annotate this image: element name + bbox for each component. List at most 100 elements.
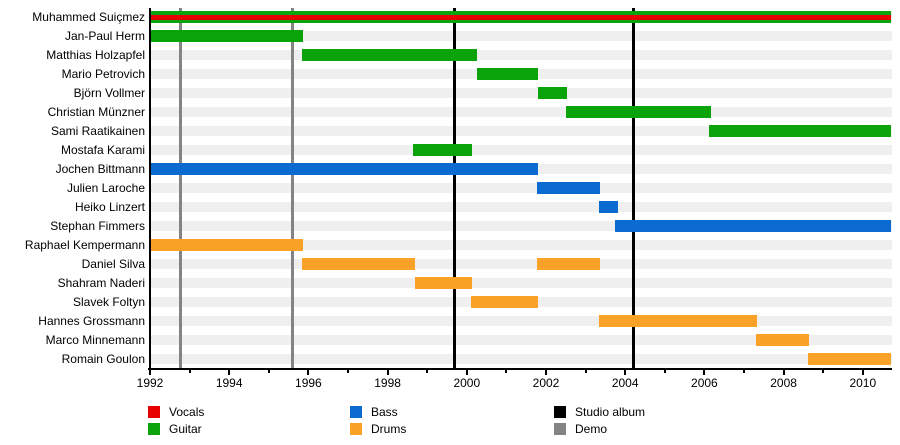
legend-label-guitar: Guitar (169, 422, 202, 436)
legend-swatch-guitar (148, 423, 160, 435)
x-axis-tick-label: 2006 (691, 376, 718, 390)
legend-label-drums: Drums (371, 422, 407, 436)
member-label-daniel-silva: Daniel Silva (81, 256, 145, 271)
x-axis-tick (663, 370, 666, 373)
member-label-hannes-grossmann: Hannes Grossmann (38, 313, 145, 328)
timeline-bar-drums (150, 238, 303, 251)
timeline-bar-guitar (150, 30, 303, 43)
member-label-mostafa-karami: Mostafa Karami (60, 143, 145, 158)
timeline-bar-guitar (709, 125, 891, 138)
row-track (151, 315, 892, 326)
x-axis-tick (149, 370, 151, 375)
x-axis-tick (347, 370, 349, 373)
legend-swatch-bass (350, 406, 362, 418)
row-track (151, 277, 892, 288)
member-label-stephan-fimmers: Stephan Fimmers (50, 218, 145, 233)
x-axis-tick (188, 370, 191, 373)
timeline-bar-drums (471, 295, 539, 308)
y-axis-border (149, 8, 151, 370)
timeline-bar-drums (414, 276, 472, 289)
event-line-studio-album (631, 8, 635, 368)
x-axis-tick (822, 370, 825, 373)
x-axis-tick (307, 370, 310, 375)
member-label-jan-paul-herm: Jan-Paul Herm (64, 29, 145, 44)
timeline-bar-guitar (565, 106, 712, 119)
x-axis-tick (584, 370, 587, 373)
legend-label-demo: Demo (575, 422, 608, 436)
timeline-bar-bass (614, 219, 891, 232)
x-axis-tick (228, 370, 231, 375)
x-axis-tick-label: 2004 (611, 376, 639, 390)
x-axis-tick (861, 370, 864, 375)
timeline-bar-bass (599, 200, 619, 213)
x-axis-tick (267, 370, 270, 373)
row-track (151, 220, 892, 231)
member-label-jochen-bittmann: Jochen Bittmann (55, 162, 145, 177)
timeline-bar-drums (599, 314, 758, 327)
x-axis-tick-label: 2008 (770, 376, 797, 390)
x-axis-tick (782, 370, 785, 375)
timeline-bar-drums (302, 257, 415, 270)
x-axis-tick-label: 1998 (374, 376, 401, 390)
event-line-studio-album (453, 8, 457, 368)
legend-swatch-vocals (148, 406, 160, 418)
member-label-shahram-naderi: Shahram Naderi (57, 275, 145, 290)
x-axis-tick-label: 2000 (453, 376, 481, 390)
member-label-bj-rn-vollmer: Björn Vollmer (73, 86, 145, 101)
x-axis-tick-label: 1994 (215, 376, 243, 390)
legend-swatch-demo (554, 423, 566, 435)
timeline-bar-guitar (412, 144, 472, 157)
legend-swatch-drums (350, 423, 362, 435)
legend-swatch-studio-album (554, 406, 566, 418)
row-track (151, 239, 892, 250)
row-track (151, 126, 892, 137)
member-label-marco-minnemann: Marco Minnemann (45, 332, 145, 347)
member-label-sami-raatikainen: Sami Raatikainen (50, 124, 145, 139)
timeline-bar-drums (808, 352, 891, 365)
legend-label-studio-album: Studio album (575, 405, 646, 419)
x-axis-tick (545, 370, 547, 375)
member-label-romain-goulon: Romain Goulon (61, 351, 145, 366)
member-label-matthias-holzapfel: Matthias Holzapfel (46, 48, 145, 63)
event-line-demo (291, 8, 295, 368)
x-axis-tick (505, 370, 508, 373)
timeline-bar-drums (755, 333, 809, 346)
row-track (151, 353, 892, 364)
row-track (151, 201, 892, 212)
member-label-christian-m-nzner: Christian Münzner (47, 105, 145, 120)
member-label-julien-laroche: Julien Laroche (66, 181, 145, 195)
x-axis-tick (703, 370, 706, 375)
row-track (151, 334, 892, 345)
x-axis-tick (465, 370, 468, 375)
member-label-mario-petrovich: Mario Petrovich (61, 67, 145, 82)
x-axis-tick (624, 370, 627, 375)
timeline-bar-bass (150, 163, 539, 176)
x-axis-tick (426, 370, 429, 373)
x-axis-tick-label: 1996 (295, 376, 322, 390)
row-track (151, 183, 892, 193)
timeline-bar-vocals (150, 14, 891, 20)
timeline-bar-guitar (477, 68, 539, 81)
member-label-muhammed-sui-mez: Muhammed Suiçmez (32, 10, 145, 25)
x-axis-tick-label: 2010 (849, 376, 877, 390)
row-track (151, 31, 892, 42)
row-track (151, 88, 892, 99)
row-track (151, 145, 892, 156)
timeline-bar-guitar (301, 49, 478, 62)
legend-label-bass: Bass (371, 405, 398, 419)
x-axis-tick-label: 2002 (532, 376, 560, 390)
timeline-bar-guitar (538, 87, 567, 100)
timeline-bar-drums (536, 257, 600, 270)
row-track (151, 107, 892, 118)
timeline-bar-bass (536, 182, 600, 194)
x-axis-tick-label: 1992 (136, 376, 164, 390)
x-axis-tick (386, 370, 389, 375)
member-label-slavek-foltyn: Slavek Foltyn (72, 294, 145, 309)
row-track (151, 50, 892, 61)
x-axis-tick (743, 370, 745, 373)
x-axis-baseline (148, 368, 892, 370)
legend-label-vocals: Vocals (169, 405, 205, 419)
member-label-heiko-linzert: Heiko Linzert (74, 199, 145, 214)
member-label-raphael-kempermann: Raphael Kempermann (24, 237, 145, 252)
